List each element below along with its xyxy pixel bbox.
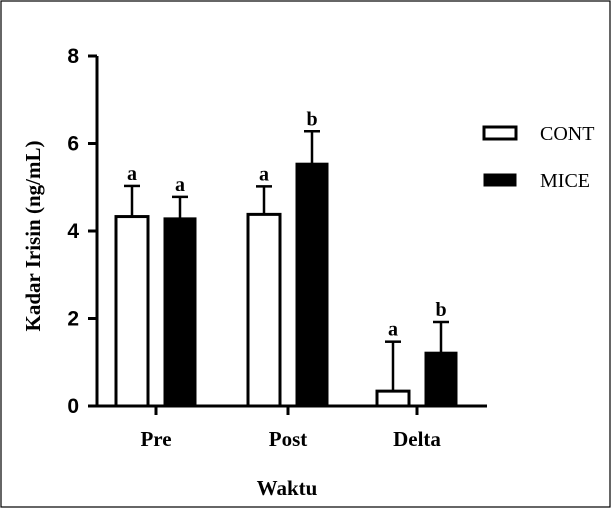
y-tick-label: 4 [67, 220, 79, 243]
bar-cont-post [246, 212, 282, 408]
y-tick-label: 2 [67, 308, 79, 331]
chart-axes: 0 2 4 6 8 Pre Post Delta [67, 45, 487, 451]
bar-cont-delta [375, 389, 411, 408]
x-tick-label: Pre [140, 427, 171, 451]
bar-mice-post [295, 162, 329, 407]
bar-mice-delta [424, 351, 458, 407]
significance-label: a [259, 163, 269, 185]
bar-mice-pre [163, 217, 197, 407]
significance-label: a [175, 174, 185, 196]
legend-swatch-cont [482, 125, 518, 141]
y-tick-label: 0 [67, 395, 79, 418]
significance-label: b [435, 299, 446, 321]
bar-cont-pre [114, 215, 150, 408]
legend-label-cont: CONT [540, 123, 594, 145]
x-axis-title: Waktu [257, 476, 318, 500]
x-tick-label: Delta [393, 427, 441, 451]
significance-label: a [388, 319, 398, 341]
x-tick-label: Post [269, 427, 308, 451]
chart-legend: CONT MICE [482, 123, 594, 192]
significance-label: b [306, 108, 317, 130]
y-tick-label: 8 [67, 45, 79, 68]
y-axis-title: Kadar Irisin (ng/mL) [21, 141, 45, 332]
chart-labels: Waktu Kadar Irisin (ng/mL) a a a a b b [21, 108, 447, 500]
chart-bars [114, 130, 458, 408]
significance-label: a [127, 163, 137, 185]
legend-swatch-mice [483, 173, 517, 187]
y-tick-label: 6 [67, 133, 79, 156]
legend-label-mice: MICE [540, 170, 590, 192]
